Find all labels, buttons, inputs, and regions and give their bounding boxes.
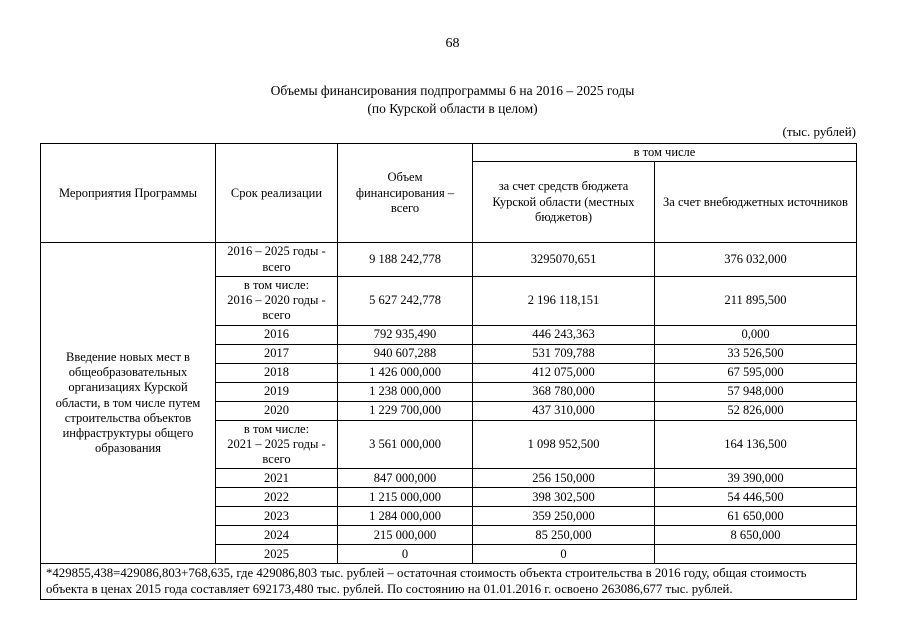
budget-cell: 531 709,788 <box>472 343 655 364</box>
table-row: 2016 792 935,490 446 243,363 0,000 <box>41 324 857 345</box>
program-cell: Введение новых мест в общеобразовательны… <box>40 242 216 565</box>
total-cell: 1 426 000,000 <box>337 362 473 383</box>
budget-cell: 412 075,000 <box>472 362 655 383</box>
extra-cell <box>654 544 857 565</box>
extra-cell: 8 650,000 <box>654 525 857 546</box>
period-cell: 2022 <box>215 487 338 508</box>
budget-cell: 0 <box>472 544 655 565</box>
period-cell: в том числе: 2016 – 2020 годы - всего <box>215 275 338 326</box>
extra-cell: 39 390,000 <box>654 468 857 489</box>
period-cell: 2016 <box>215 324 338 345</box>
budget-cell: 368 780,000 <box>472 381 655 402</box>
period-cell: 2018 <box>215 362 338 383</box>
extra-cell: 211 895,500 <box>654 275 857 326</box>
extra-cell: 376 032,000 <box>654 242 857 277</box>
header-row-1: Мероприятия Программы Срок реализации Об… <box>40 143 857 244</box>
budget-cell: 446 243,363 <box>472 324 655 345</box>
period-cell: 2021 <box>215 468 338 489</box>
budget-cell: 437 310,000 <box>472 400 655 421</box>
extra-cell: 67 595,000 <box>654 362 857 383</box>
budget-cell: 359 250,000 <box>472 506 655 527</box>
period-cell: 2020 <box>215 400 338 421</box>
total-cell: 847 000,000 <box>337 468 473 489</box>
period-cell: 2019 <box>215 381 338 402</box>
total-cell: 215 000,000 <box>337 525 473 546</box>
total-cell: 792 935,490 <box>337 324 473 345</box>
period-cell: 2023 <box>215 506 338 527</box>
total-cell: 9 188 242,778 <box>337 242 473 277</box>
budget-cell: 256 150,000 <box>472 468 655 489</box>
table-row: 2021 847 000,000 256 150,000 39 390,000 <box>41 468 857 489</box>
table-row: 2020 1 229 700,000 437 310,000 52 826,00… <box>41 400 857 421</box>
extra-cell: 52 826,000 <box>654 400 857 421</box>
extra-cell: 33 526,500 <box>654 343 857 364</box>
total-cell: 1 229 700,000 <box>337 400 473 421</box>
header-including: в том числе <box>472 143 857 163</box>
footnote-row: *429855,438=429086,803+768,635, где 4290… <box>40 563 857 601</box>
units-label: (тыс. рублей) <box>782 124 856 140</box>
total-cell: 0 <box>337 544 473 565</box>
header-period: Срок реализации <box>215 143 338 244</box>
header-program: Мероприятия Программы <box>40 143 216 244</box>
total-cell: 940 607,288 <box>337 343 473 364</box>
period-cell: 2024 <box>215 525 338 546</box>
total-cell: 3 561 000,000 <box>337 419 473 470</box>
header-row-2: за счет средств бюджета Курской области … <box>41 161 857 244</box>
header-extra: За счет внебюджетных источников <box>654 161 857 244</box>
budget-cell: 2 196 118,151 <box>472 275 655 326</box>
table-row: 2022 1 215 000,000 398 302,500 54 446,50… <box>41 487 857 508</box>
total-cell: 5 627 242,778 <box>337 275 473 326</box>
extra-cell: 61 650,000 <box>654 506 857 527</box>
header-budget: за счет средств бюджета Курской области … <box>472 161 655 244</box>
table-row: 2017 940 607,288 531 709,788 33 526,500 <box>41 343 857 364</box>
document-title: Объемы финансирования подпрограммы 6 на … <box>0 82 905 117</box>
budget-cell: 398 302,500 <box>472 487 655 508</box>
extra-cell: 164 136,500 <box>654 419 857 470</box>
total-cell: 1 284 000,000 <box>337 506 473 527</box>
budget-cell: 85 250,000 <box>472 525 655 546</box>
period-cell: 2017 <box>215 343 338 364</box>
table-row: 2025 0 0 <box>41 544 857 565</box>
page-number: 68 <box>445 36 460 51</box>
header-total: Объем финансирования – всего <box>337 143 473 244</box>
table-row: 2018 1 426 000,000 412 075,000 67 595,00… <box>41 362 857 383</box>
table-row: в том числе: 2016 – 2020 годы - всего 5 … <box>41 275 857 326</box>
financing-table: Мероприятия Программы Срок реализации Об… <box>40 143 857 601</box>
table-row: 2024 215 000,000 85 250,000 8 650,000 <box>41 525 857 546</box>
title-line-1: Объемы финансирования подпрограммы 6 на … <box>270 83 635 98</box>
budget-cell: 1 098 952,500 <box>472 419 655 470</box>
period-cell: 2016 – 2025 годы - всего <box>215 242 338 277</box>
table-row: Введение новых мест в общеобразовательны… <box>40 242 857 565</box>
extra-cell: 57 948,000 <box>654 381 857 402</box>
footnote-text: *429855,438=429086,803+768,635, где 4290… <box>40 563 857 601</box>
budget-cell: 3295070,651 <box>472 242 655 277</box>
extra-cell: 54 446,500 <box>654 487 857 508</box>
table-row: в том числе: 2021 – 2025 годы - всего 3 … <box>41 419 857 470</box>
period-cell: в том числе: 2021 – 2025 годы - всего <box>215 419 338 470</box>
extra-cell: 0,000 <box>654 324 857 345</box>
total-cell: 1 238 000,000 <box>337 381 473 402</box>
total-cell: 1 215 000,000 <box>337 487 473 508</box>
title-line-2: (по Курской области в целом) <box>367 100 538 116</box>
period-cell: 2025 <box>215 544 338 565</box>
